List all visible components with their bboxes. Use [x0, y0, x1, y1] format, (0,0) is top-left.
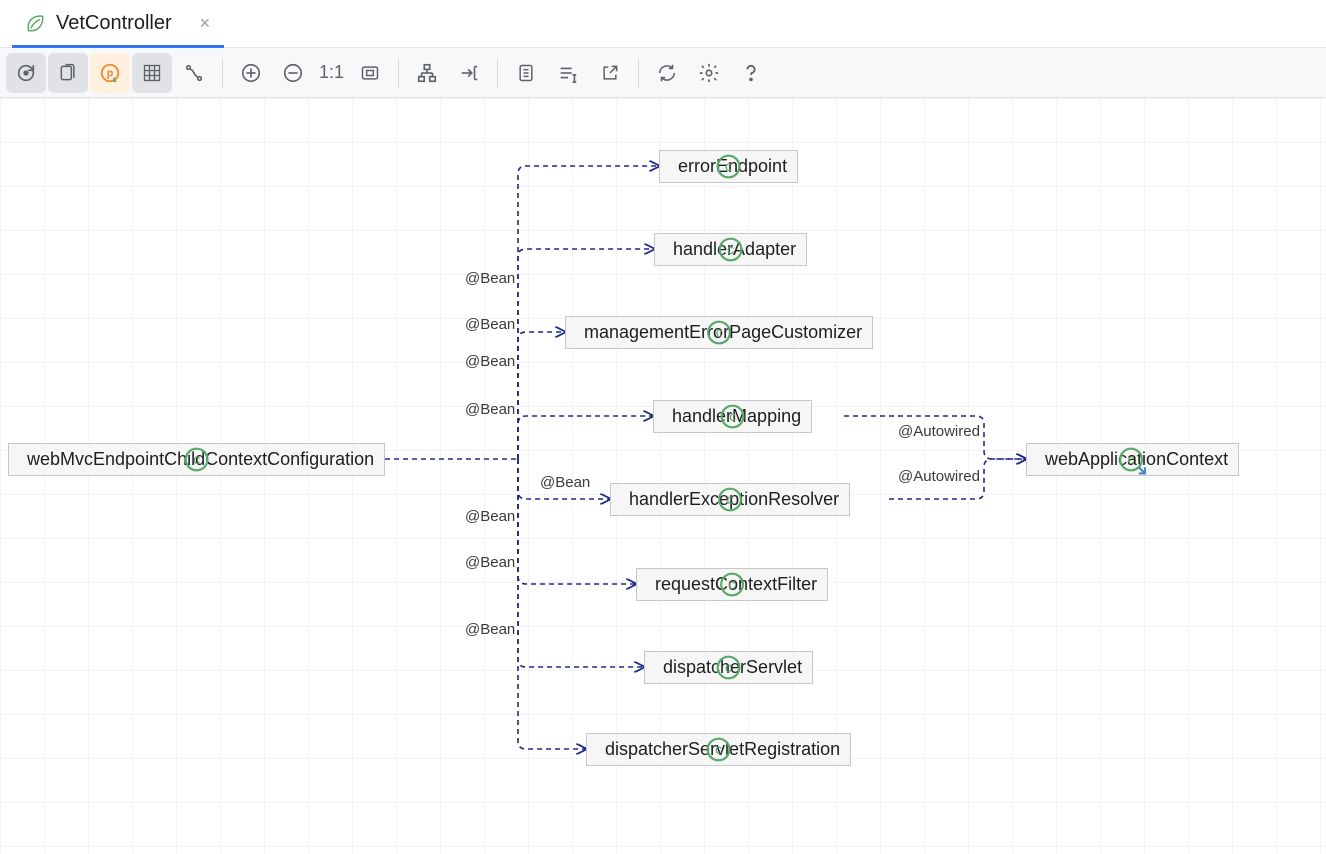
- external-link-icon[interactable]: [590, 53, 630, 93]
- edge-label-autowired1: @Autowired: [898, 423, 980, 440]
- bean-label: managementErrorPageCustomizer: [584, 322, 862, 343]
- bean-node-mgmtErr[interactable]: cmanagementErrorPageCustomizer: [565, 316, 873, 349]
- edge-label-bean3: @Bean: [465, 353, 515, 370]
- spring-leaf-icon: [26, 13, 46, 33]
- reload-icon[interactable]: [647, 53, 687, 93]
- edge-label-bean6: @Bean: [465, 508, 515, 525]
- tab-title: VetController: [56, 12, 172, 35]
- align-right-icon[interactable]: [449, 53, 489, 93]
- bean-node-webAppCtx[interactable]: cwebApplicationContext: [1026, 443, 1239, 476]
- document-icon[interactable]: [506, 53, 546, 93]
- bean-node-dispatcherReg[interactable]: cdispatcherServletRegistration: [586, 733, 851, 766]
- zoom-in-icon[interactable]: [231, 53, 271, 93]
- zoom-out-icon[interactable]: [273, 53, 313, 93]
- bean-node-root[interactable]: cwebMvcEndpointChildContextConfiguration: [8, 443, 385, 476]
- divider: [638, 59, 639, 87]
- bean-label: errorEndpoint: [678, 156, 787, 177]
- bean-label: webApplicationContext: [1045, 449, 1228, 470]
- text-cursor-icon[interactable]: [548, 53, 588, 93]
- edge-label-autowired2: @Autowired: [898, 468, 980, 485]
- divider: [222, 59, 223, 87]
- gear-icon[interactable]: [689, 53, 729, 93]
- zoom-ratio-label[interactable]: 1:1: [315, 62, 348, 83]
- svg-text:p: p: [107, 67, 114, 79]
- tab-bar: VetController ×: [0, 0, 1326, 48]
- bean-node-handlerMapping[interactable]: chandlerMapping: [653, 400, 812, 433]
- toolbar: p 1:1: [0, 48, 1326, 98]
- bean-node-errorEndpoint[interactable]: cerrorEndpoint: [659, 150, 798, 183]
- bean-node-handlerExResolver[interactable]: chandlerExceptionResolver: [610, 483, 850, 516]
- bean-label: handlerMapping: [672, 406, 801, 427]
- bean-label: dispatcherServlet: [663, 657, 802, 678]
- producer-icon[interactable]: p: [90, 53, 130, 93]
- bean-label: requestContextFilter: [655, 574, 817, 595]
- bean-label: webMvcEndpointChildContextConfiguration: [27, 449, 374, 470]
- hierarchy-icon[interactable]: [407, 53, 447, 93]
- bean-node-requestCtxFilter[interactable]: crequestContextFilter: [636, 568, 828, 601]
- tab-vetcontroller[interactable]: VetController ×: [12, 1, 224, 48]
- bean-label: dispatcherServletRegistration: [605, 739, 840, 760]
- bean-node-handlerAdapter[interactable]: chandlerAdapter: [654, 233, 807, 266]
- grid-select-icon[interactable]: [132, 53, 172, 93]
- edge-label-bean4: @Bean: [465, 401, 515, 418]
- divider: [398, 59, 399, 87]
- bean-node-dispatcherServlet[interactable]: cdispatcherServlet: [644, 651, 813, 684]
- edge-label-bean8: @Bean: [465, 621, 515, 638]
- close-icon[interactable]: ×: [200, 13, 211, 34]
- edge-label-bean7: @Bean: [465, 554, 515, 571]
- bean-label: handlerAdapter: [673, 239, 796, 260]
- divider: [497, 59, 498, 87]
- diagram-canvas[interactable]: cwebMvcEndpointChildContextConfiguration…: [0, 98, 1326, 854]
- edge-label-bean1: @Bean: [465, 270, 515, 287]
- copy-icon[interactable]: [48, 53, 88, 93]
- refresh-target-icon[interactable]: [6, 53, 46, 93]
- edge-label-bean5: @Bean: [540, 474, 590, 491]
- edge-label-bean2: @Bean: [465, 316, 515, 333]
- connector-icon[interactable]: [174, 53, 214, 93]
- fit-screen-icon[interactable]: [350, 53, 390, 93]
- help-icon[interactable]: [731, 53, 771, 93]
- bean-label: handlerExceptionResolver: [629, 489, 839, 510]
